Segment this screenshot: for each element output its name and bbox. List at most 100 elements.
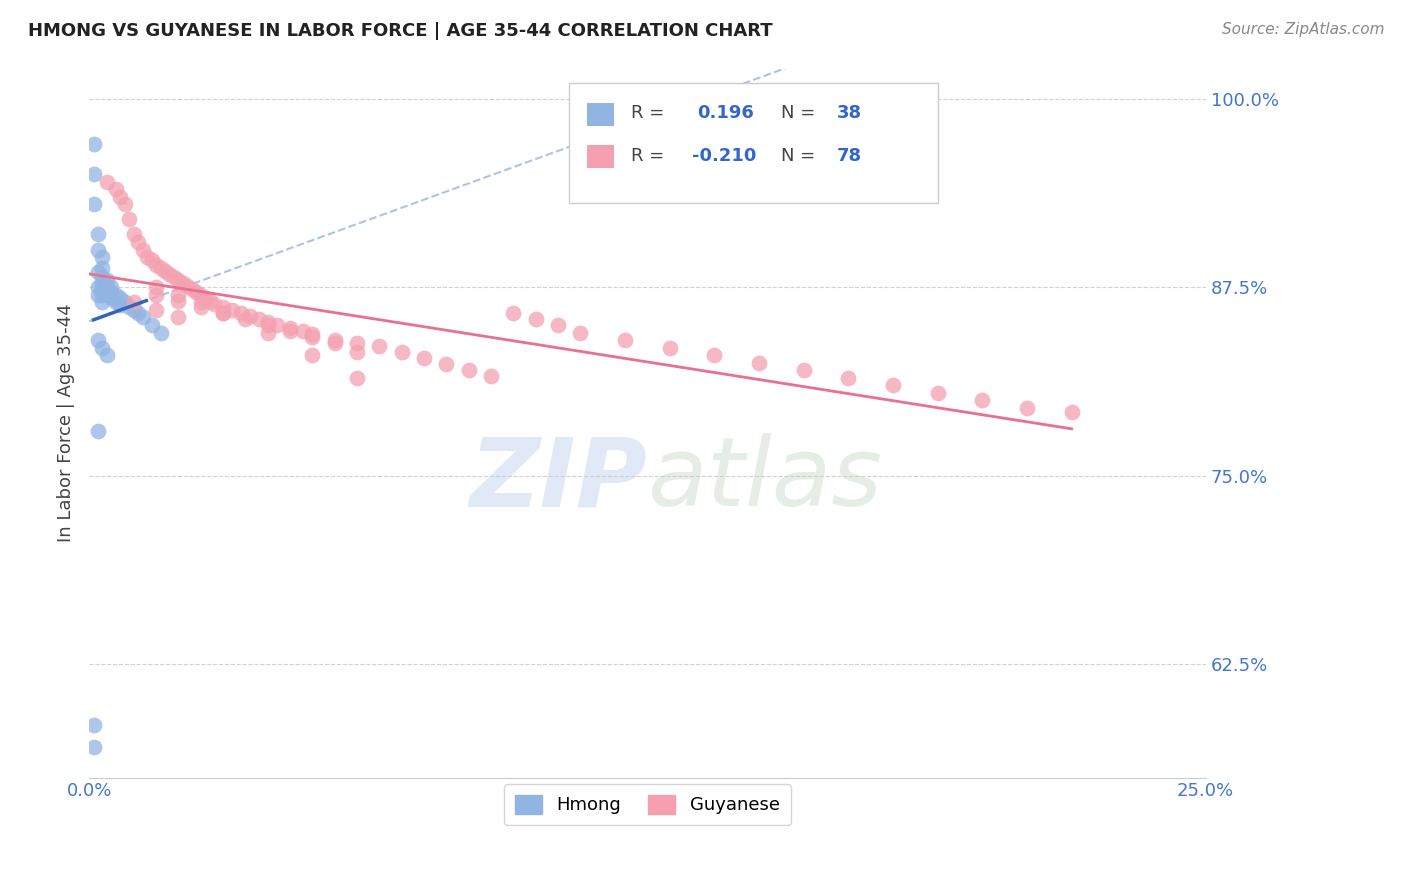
Point: [104, 288, 127, 302]
Text: ZIP: ZIP: [470, 434, 647, 526]
Point: [323, 336, 346, 351]
Point: [703, 348, 725, 362]
Point: [100, 291, 122, 305]
Point: [96, 288, 118, 302]
Point: [198, 293, 221, 308]
Point: [96, 348, 118, 362]
Point: [110, 291, 132, 305]
Point: [136, 250, 159, 264]
Point: [141, 253, 163, 268]
Point: [91, 295, 114, 310]
Point: [122, 295, 145, 310]
Point: [100, 280, 122, 294]
Text: 0.196: 0.196: [697, 104, 755, 122]
Point: [346, 371, 368, 385]
Point: [96, 280, 118, 294]
FancyBboxPatch shape: [588, 103, 614, 126]
Point: [122, 227, 145, 242]
Point: [149, 326, 172, 340]
Point: [202, 297, 225, 311]
Point: [180, 282, 202, 296]
Point: [83, 136, 105, 151]
Point: [87, 265, 110, 279]
Point: [83, 167, 105, 181]
Point: [91, 276, 114, 290]
Point: [87, 280, 110, 294]
Point: [247, 312, 270, 326]
Point: [163, 269, 186, 284]
Point: [434, 357, 457, 371]
Point: [301, 326, 323, 341]
Point: [239, 309, 262, 323]
Point: [235, 312, 257, 326]
Point: [131, 310, 153, 325]
Point: [114, 295, 136, 310]
Point: [346, 345, 368, 359]
Point: [457, 363, 479, 377]
Point: [145, 280, 167, 294]
Point: [167, 310, 190, 325]
Point: [91, 250, 114, 264]
Point: [524, 312, 547, 326]
Point: [658, 341, 681, 355]
Text: 78: 78: [837, 146, 862, 165]
Point: [100, 285, 122, 299]
Point: [145, 258, 167, 272]
Point: [118, 300, 141, 314]
Point: [1060, 405, 1083, 419]
Point: [91, 288, 114, 302]
Text: R =: R =: [631, 146, 669, 165]
Text: -0.210: -0.210: [692, 146, 756, 165]
Point: [256, 318, 278, 332]
Point: [114, 197, 136, 211]
Point: [87, 424, 110, 438]
Legend: Hmong, Guyanese: Hmong, Guyanese: [505, 784, 790, 825]
Point: [87, 243, 110, 257]
Point: [212, 300, 235, 314]
Point: [104, 182, 127, 196]
Point: [1015, 401, 1038, 415]
Point: [87, 227, 110, 242]
Text: Source: ZipAtlas.com: Source: ZipAtlas.com: [1222, 22, 1385, 37]
Point: [83, 197, 105, 211]
Point: [127, 235, 149, 249]
Point: [167, 293, 190, 308]
Point: [837, 371, 859, 385]
Point: [391, 345, 413, 359]
Point: [190, 288, 212, 302]
Point: [145, 302, 167, 317]
Point: [122, 302, 145, 317]
Point: [167, 273, 190, 287]
Point: [118, 212, 141, 227]
Point: [221, 302, 243, 317]
Point: [547, 318, 569, 332]
Point: [502, 306, 524, 320]
Point: [153, 263, 176, 277]
Point: [346, 336, 368, 351]
Text: N =: N =: [782, 146, 821, 165]
Point: [927, 385, 949, 400]
Point: [172, 276, 194, 290]
Point: [91, 269, 114, 284]
Point: [972, 393, 994, 408]
Point: [793, 363, 815, 377]
Point: [87, 288, 110, 302]
Point: [229, 306, 252, 320]
Point: [301, 348, 323, 362]
Point: [256, 326, 278, 340]
Point: [278, 324, 301, 338]
Point: [83, 718, 105, 732]
Text: HMONG VS GUYANESE IN LABOR FORCE | AGE 35-44 CORRELATION CHART: HMONG VS GUYANESE IN LABOR FORCE | AGE 3…: [28, 22, 773, 40]
Point: [131, 243, 153, 257]
Point: [212, 306, 235, 320]
Point: [127, 306, 149, 320]
Point: [91, 260, 114, 275]
Point: [104, 295, 127, 310]
Point: [256, 315, 278, 329]
Text: atlas: atlas: [647, 434, 883, 526]
Point: [159, 267, 181, 281]
Point: [91, 341, 114, 355]
Point: [91, 282, 114, 296]
Point: [190, 295, 212, 310]
Point: [167, 288, 190, 302]
